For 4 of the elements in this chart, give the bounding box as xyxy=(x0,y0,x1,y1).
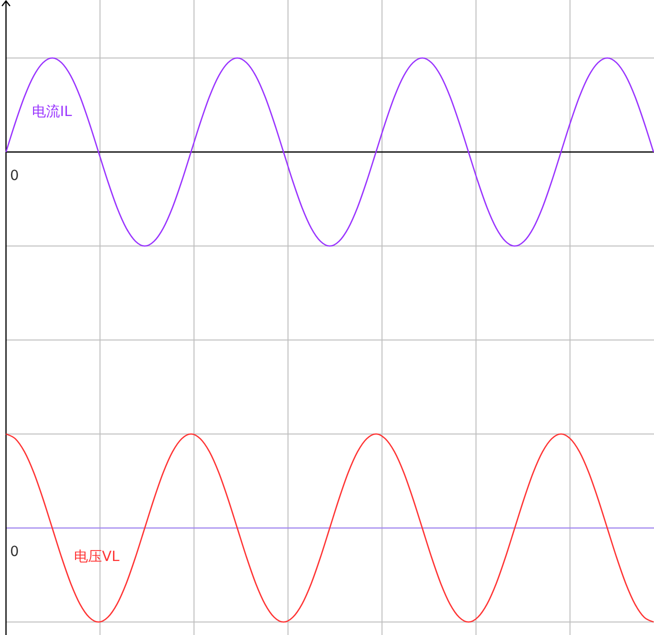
series-label: 电压VL xyxy=(74,549,120,565)
annotation: 0 xyxy=(10,544,19,560)
annotation: 0 xyxy=(10,168,19,184)
series-label: 电流IL xyxy=(32,104,72,120)
